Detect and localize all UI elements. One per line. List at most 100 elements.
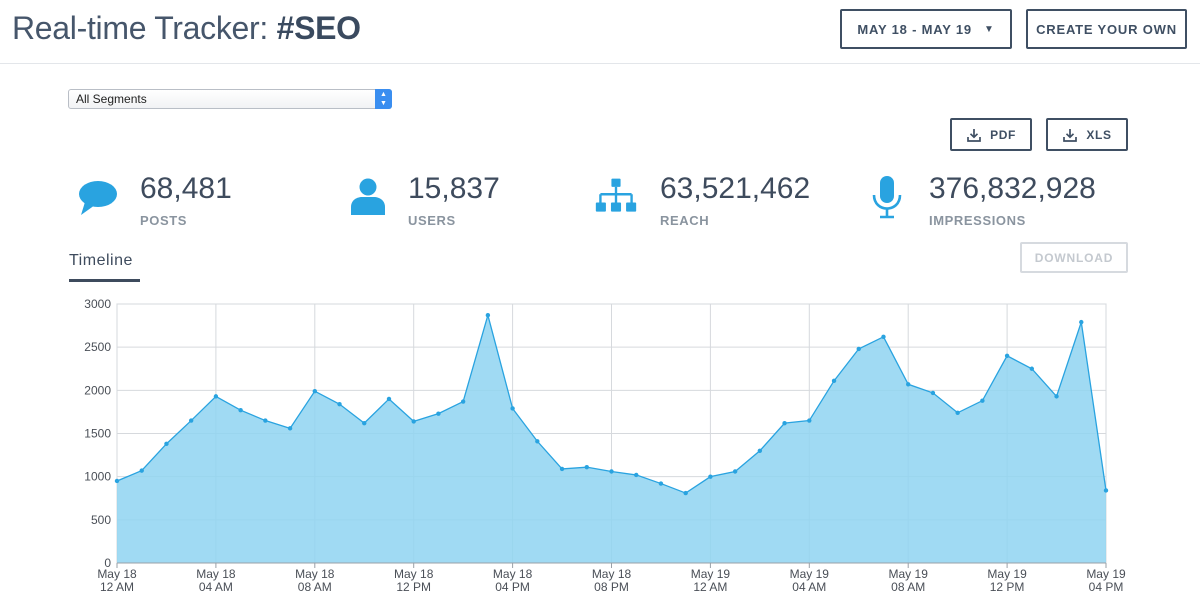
data-point <box>831 378 837 384</box>
data-point <box>510 406 515 411</box>
data-point <box>337 401 342 407</box>
date-range-label: MAY 18 - MAY 19 <box>857 21 972 37</box>
x-tick-label: 12 PM <box>396 580 431 594</box>
data-point <box>1103 488 1109 493</box>
x-tick-label: May 18 <box>295 567 335 581</box>
x-tick-label: 08 AM <box>891 580 925 594</box>
tab-timeline[interactable]: Timeline <box>69 252 140 282</box>
y-tick-label: 500 <box>91 513 111 527</box>
export-xls-label: XLS <box>1086 127 1112 142</box>
x-tick-label: 04 PM <box>495 580 530 594</box>
data-point <box>1004 353 1010 358</box>
data-point <box>312 389 317 394</box>
series-area <box>117 315 1106 563</box>
data-point <box>634 472 639 478</box>
create-your-own-button[interactable]: CREATE YOUR OWN <box>1026 9 1187 49</box>
data-point <box>906 382 911 387</box>
x-tick-label: 04 AM <box>199 580 233 594</box>
data-point <box>955 410 960 415</box>
segment-select-value: All Segments <box>76 92 147 106</box>
data-point <box>386 396 392 402</box>
x-tick-label: May 18 <box>493 567 533 581</box>
download-icon <box>1063 128 1078 142</box>
data-point <box>782 420 787 426</box>
x-tick-label: May 19 <box>987 567 1027 581</box>
data-point <box>213 394 219 399</box>
x-tick-label: 04 PM <box>1089 580 1124 594</box>
download-button[interactable]: DOWNLOAD <box>1020 242 1128 273</box>
impressions-label: IMPRESSIONS <box>929 213 1026 228</box>
users-label: USERS <box>408 213 456 228</box>
data-point <box>881 334 886 340</box>
page-title: Real-time Tracker: #SEO <box>12 10 361 46</box>
data-point <box>757 448 763 453</box>
x-tick-label: 04 AM <box>792 580 826 594</box>
data-point <box>1079 319 1084 325</box>
x-tick-label: 12 PM <box>990 580 1025 594</box>
data-point <box>139 468 144 473</box>
data-point <box>535 439 540 444</box>
x-tick-label: 12 AM <box>693 580 727 594</box>
data-point <box>460 399 466 404</box>
export-pdf-label: PDF <box>990 127 1016 142</box>
user-icon <box>351 178 385 215</box>
users-value: 15,837 <box>408 172 500 205</box>
data-point <box>238 407 243 413</box>
y-tick-label: 3000 <box>84 297 111 311</box>
data-point <box>287 426 293 431</box>
x-tick-label: May 19 <box>1086 567 1126 581</box>
data-point <box>584 464 589 470</box>
data-point <box>856 346 861 352</box>
data-point <box>609 469 614 474</box>
hashtag-title: #SEO <box>276 10 361 46</box>
data-point <box>683 490 688 496</box>
x-tick-label: 12 AM <box>100 580 134 594</box>
x-tick-label: May 18 <box>394 567 434 581</box>
x-tick-label: 08 AM <box>298 580 332 594</box>
caret-down-icon: ▼ <box>983 23 995 35</box>
y-tick-label: 0 <box>104 556 111 570</box>
select-arrows-icon: ▲ ▼ <box>375 89 392 109</box>
speech-bubble-icon <box>79 181 117 215</box>
header: Real-time Tracker: #SEO MAY 18 - MAY 19 … <box>0 0 1200 64</box>
reach-label: REACH <box>660 213 710 228</box>
data-point <box>732 469 738 474</box>
segment-select[interactable]: All Segments ▲ ▼ <box>68 89 392 109</box>
data-point <box>1054 394 1059 399</box>
x-tick-label: May 18 <box>592 567 632 581</box>
data-point <box>930 390 936 396</box>
data-point <box>263 418 268 423</box>
download-icon <box>967 128 981 142</box>
data-point <box>411 419 416 424</box>
x-tick-label: 08 PM <box>594 580 629 594</box>
posts-label: POSTS <box>140 213 188 228</box>
data-point <box>1029 366 1035 371</box>
data-point <box>164 441 169 447</box>
data-point <box>559 466 565 472</box>
export-xls-button[interactable]: XLS <box>1046 118 1128 151</box>
data-point <box>362 420 367 426</box>
x-tick-label: May 19 <box>889 567 929 581</box>
data-point <box>980 398 985 403</box>
reach-value: 63,521,462 <box>660 172 811 205</box>
data-point <box>485 313 491 318</box>
data-point <box>114 478 120 484</box>
y-tick-label: 1500 <box>84 427 111 441</box>
sitemap-icon <box>595 178 637 212</box>
export-pdf-button[interactable]: PDF <box>950 118 1032 151</box>
y-tick-label: 2000 <box>84 383 111 397</box>
data-point <box>658 481 664 486</box>
x-tick-label: May 18 <box>196 567 236 581</box>
x-tick-label: May 19 <box>691 567 731 581</box>
x-tick-label: May 18 <box>97 567 137 581</box>
y-tick-label: 1000 <box>84 470 111 484</box>
data-point <box>708 474 713 479</box>
date-range-dropdown[interactable]: MAY 18 - MAY 19 ▼ <box>840 9 1012 49</box>
posts-value: 68,481 <box>140 172 232 205</box>
y-tick-label: 2500 <box>84 340 111 354</box>
x-tick-label: May 19 <box>790 567 830 581</box>
microphone-icon <box>872 176 902 219</box>
data-point <box>188 418 194 423</box>
data-point <box>807 418 812 423</box>
